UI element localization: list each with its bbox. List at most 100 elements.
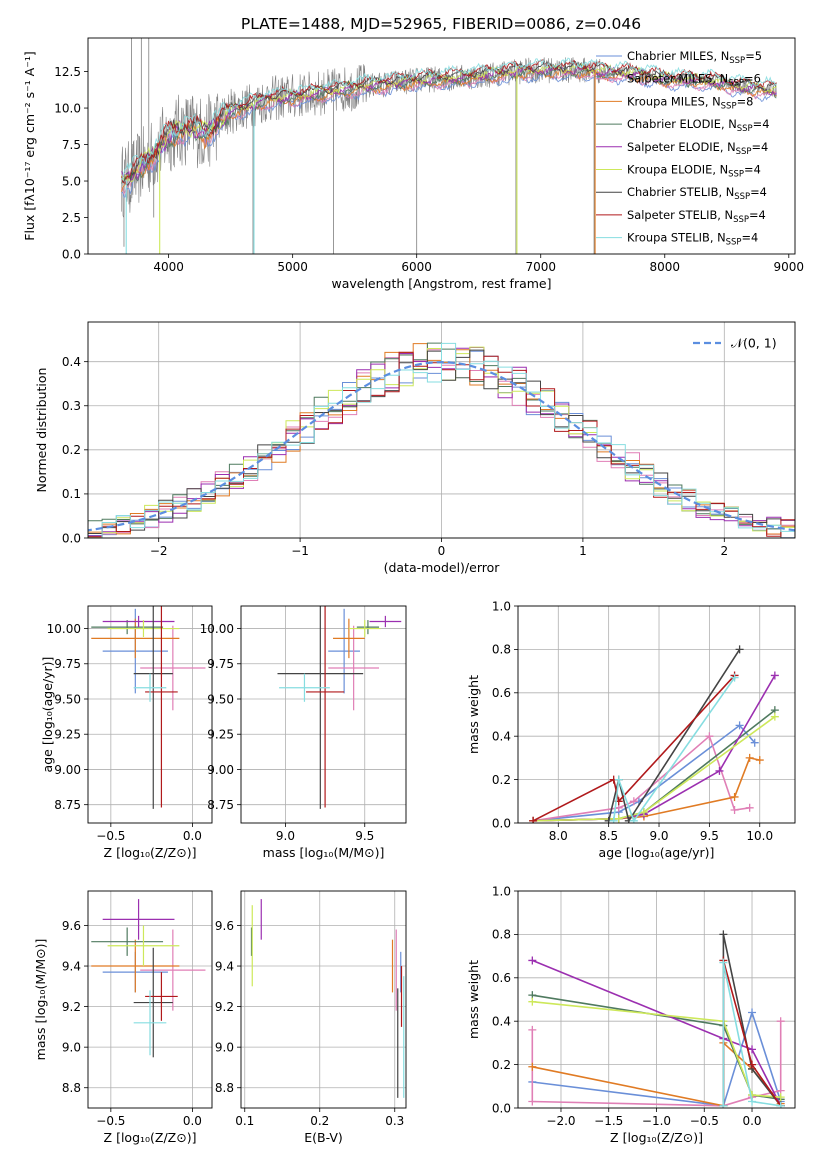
spectrum-ytick-label-3: 7.5 [62, 138, 81, 152]
age_vs_Z-ytick-label-4: 9.75 [54, 657, 81, 671]
weight_vs_age-marker-kroupa_miles-5 [755, 756, 764, 765]
mass_vs_Z-ytick-label-4: 9.6 [62, 919, 81, 933]
age_vs_mass-ytick-label-3: 9.50 [207, 692, 234, 706]
weight_vs_Z-marker-kroupa_stelib-3 [776, 1101, 785, 1108]
age_vs_Z-plot [91, 606, 206, 809]
mass_vs_ebv-ytick-label-4: 9.6 [215, 919, 234, 933]
spectrum-xlabel: wavelength [Angstrom, rest frame] [331, 276, 551, 291]
weight_vs_age-marker-salpeter_miles-5 [745, 803, 754, 812]
weight_vs_age-frame [517, 605, 796, 824]
spectrum-legend-tail-3: =4 [753, 117, 770, 131]
weight_vs_age-marker-chabrier_miles-4 [750, 738, 759, 747]
weight_vs_Z-line-kroupa_stelib [722, 962, 781, 1107]
mass_vs_Z-ytick-label-0: 8.8 [62, 1081, 81, 1095]
residuals-xtick-label-1: −1 [291, 544, 309, 558]
residuals-xtick-label-0: −2 [150, 544, 168, 558]
weight_vs_age-marker-kroupa_stelib-1 [614, 775, 623, 784]
mass_vs_Z-point-kroupa_elodie [107, 925, 180, 967]
age_vs_Z-xtick-label-0: −0.5 [96, 829, 125, 843]
spectrum-legend-tail-4: =4 [752, 140, 769, 154]
age_vs_Z-ytick-label-0: 8.75 [54, 798, 81, 812]
spectrum-legend-sub-6: SSP [734, 192, 750, 202]
mass_vs_Z-xtick-label-1: 0.0 [183, 1114, 202, 1128]
age_vs_mass-xtick-label-0: 9.0 [276, 829, 295, 843]
age_vs_Z-point-kroupa_stelib [133, 673, 167, 702]
spectrum-legend-label-7: Salpeter STELIB, NSSP=4 [627, 208, 766, 225]
weight_vs_Z-xtick-label-2: −1.0 [642, 1114, 671, 1128]
weight_vs_Z-xtick-label-3: −0.5 [690, 1114, 719, 1128]
age_vs_mass-plot [277, 606, 402, 809]
age_vs_mass-point-kroupa_elodie [348, 620, 381, 637]
mass_vs_Z-ytick-label-2: 9.2 [62, 1000, 81, 1014]
residuals-plot [88, 342, 795, 538]
spectrum-legend-label-5: Kroupa ELODIE, NSSP=4 [627, 163, 761, 180]
weight_vs_age-ytick-label-4: 0.8 [492, 643, 511, 657]
spectrum-model-kroupa_stelib [121, 57, 777, 181]
age_vs_mass-ytick-label-1: 9.00 [207, 763, 234, 777]
spectrum-ytick-label-2: 5.0 [62, 174, 81, 188]
age_vs_mass-ytick-label-4: 9.75 [207, 657, 234, 671]
age_vs_Z-axes: −0.5 0.0 8.75 9.00 9.25 9.50 9.75 10.00 Z [log₁₀… [40, 606, 212, 860]
age_vs_Z-ytick-label-1: 9.00 [54, 763, 81, 777]
spectrum-legend-sub-1: SSP [728, 79, 744, 89]
age_vs_mass-point-salpeter_elodie [369, 615, 402, 628]
spectrum-xtick-label-1: 5000 [277, 260, 308, 274]
weight_vs_age-marker-salpeter_elodie-3 [715, 766, 724, 775]
spectrum-xtick-label-2: 6000 [401, 260, 432, 274]
weight_vs_age-plot [529, 645, 779, 823]
spectrum-legend-label-8: Kroupa STELIB, NSSP=4 [627, 231, 758, 248]
spectrum-legend-sub-4: SSP [736, 147, 752, 157]
mass_vs_Z-point-chabrier_elodie [91, 927, 164, 956]
mass_vs_ebv-ytick-label-3: 9.4 [215, 959, 234, 973]
weight_vs_age-marker-kroupa_elodie-3 [770, 712, 779, 721]
weight_vs_Z-marker-salpeter_miles-5 [776, 1017, 785, 1026]
age_vs_mass-point-chabrier_stelib [277, 606, 364, 809]
mass_vs_Z-frame [87, 890, 213, 1109]
spectrum-ytick-label-1: 2.5 [62, 211, 81, 225]
weight_vs_Z-marker-salpeter_stelib-2 [748, 1060, 757, 1069]
weight_vs_age-axes: 8.0 8.5 9.0 9.5 10.0 0.0 0.2 0.4 0.6 0.8 1.0 age [l… [466, 599, 795, 860]
spectrum-legend-text-6: Chabrier STELIB, N [627, 185, 734, 199]
mass_vs_Z-ylabel: mass [log₁₀(M/M⊙)] [33, 939, 48, 1061]
spectrum-legend-sub-0: SSP [729, 56, 745, 66]
weight_vs_age-xtick-label-4: 10.0 [746, 829, 773, 843]
spectrum-model-chabrier_stelib [121, 59, 777, 186]
residuals-ytick-label-0: 0.0 [62, 531, 81, 545]
residuals-xlabel: (data-model)/error [384, 560, 501, 575]
weight_vs_age-xtick-label-0: 8.0 [549, 829, 568, 843]
residuals-axes: −2 −1 0 1 2 0.0 0.1 0.2 0.3 0.4 (data-model)/error… [34, 322, 795, 575]
age_vs_Z-ytick-label-5: 10.00 [47, 622, 81, 636]
age_vs_mass-point-chabrier_elodie [356, 620, 380, 635]
weight_vs_Z-marker-kroupa_elodie-3 [776, 1093, 785, 1102]
mass_vs_Z-point-kroupa_stelib [133, 990, 167, 1056]
spectrum-legend-text-7: Salpeter STELIB, N [627, 208, 733, 222]
mass_vs_Z-ytick-label-3: 9.4 [62, 959, 81, 973]
age_vs_mass-ytick-label-2: 9.25 [207, 728, 234, 742]
weight_vs_Z-marker-chabrier_stelib-1 [719, 930, 728, 939]
age_vs_mass-point-salpeter_miles [328, 625, 380, 711]
age_vs_Z-xlabel: Z [log₁₀(Z/Z⊙)] [104, 845, 197, 860]
weight_vs_age-marker-salpeter_miles-4 [730, 805, 739, 814]
mass_vs_ebv-xlabel: E(B-V) [304, 1130, 343, 1145]
weight_vs_Z-ytick-label-0: 0.0 [492, 1101, 511, 1115]
weight_vs_age-marker-kroupa_stelib-2 [629, 816, 638, 823]
mass_vs_Z-ytick-label-1: 9.0 [62, 1040, 81, 1054]
spectrum-model-chabrier_elodie [121, 66, 777, 184]
spectrum-xtick-label-0: 4000 [153, 260, 184, 274]
weight_vs_Z-ytick-label-1: 0.2 [492, 1058, 511, 1072]
age_vs_mass-axes: 9.0 9.5 8.75 9.00 9.25 9.50 9.75 10.00 mass [log… [200, 606, 406, 860]
weight_vs_Z-line-salpeter_miles [531, 1021, 782, 1107]
age_vs_Z-ytick-label-2: 9.25 [54, 728, 81, 742]
residuals-normal-curve [88, 360, 795, 532]
weight_vs_age-line-chabrier_stelib [607, 648, 741, 823]
age_vs_Z-point-kroupa_elodie [107, 620, 180, 637]
weight_vs_Z-marker-salpeter_miles-0 [528, 1025, 537, 1034]
weight_vs_age-ytick-label-5: 1.0 [492, 599, 511, 613]
residuals-frame [87, 321, 796, 539]
weight_vs_age-marker-kroupa_miles-4 [745, 753, 754, 762]
age_vs_Z-xtick-label-1: 0.0 [183, 829, 202, 843]
weight_vs_age-series-kroupa_stelib [609, 673, 739, 823]
spectrum-legend-label-4: Salpeter ELODIE, NSSP=4 [627, 140, 768, 157]
weight_vs_Z-marker-kroupa_stelib-0 [719, 1101, 728, 1108]
